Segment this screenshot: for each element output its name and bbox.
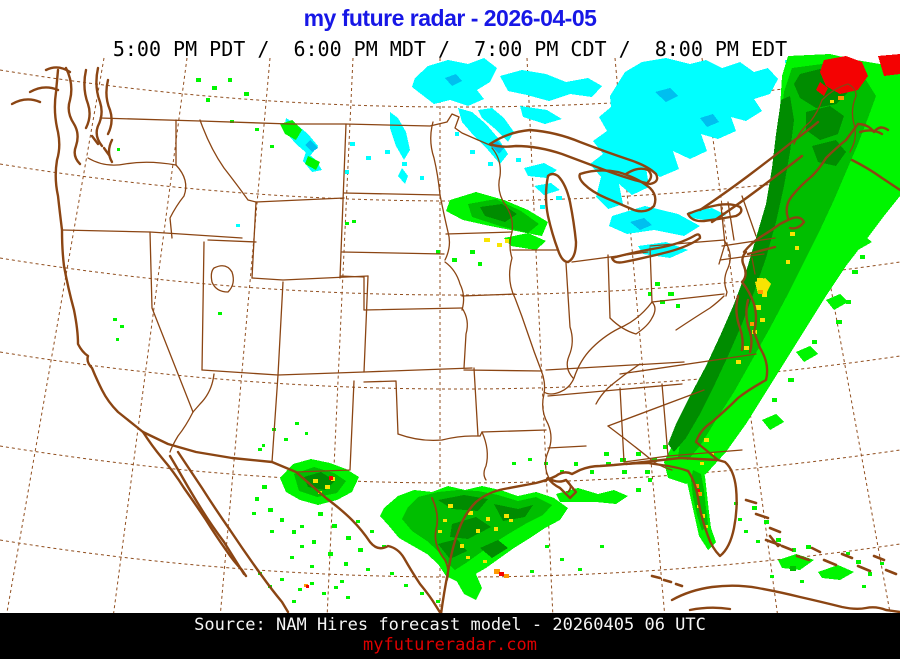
timezone-times-label: 5:00 PM PDT / 6:00 PM MDT / 7:00 PM CDT …	[112, 37, 788, 61]
source-label: Source: NAM Hires forecast model - 20260…	[194, 615, 706, 635]
site-url: myfutureradar.com	[363, 635, 537, 655]
precip-snow-medium-layer	[305, 74, 719, 230]
island-marks	[650, 498, 898, 588]
precip-rain-extreme-layer	[306, 54, 900, 588]
page-title: my future radar - 2026-04-05	[303, 5, 597, 31]
footer-bar: Source: NAM Hires forecast model - 20260…	[0, 613, 900, 659]
river-lines	[431, 479, 572, 581]
coastlines	[10, 66, 900, 616]
